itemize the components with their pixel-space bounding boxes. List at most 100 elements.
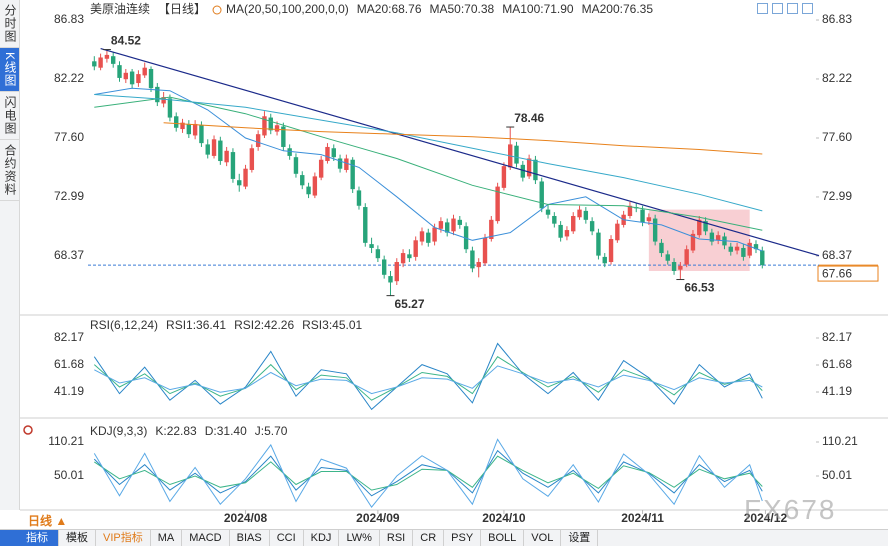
candle-body [608,239,614,263]
candle-body [268,117,273,131]
candle-body [438,221,444,229]
candle-body [640,209,645,223]
indicator-tab[interactable]: LW% [339,530,380,546]
candle-body [577,209,582,218]
toolbar-icon[interactable] [772,3,783,14]
candle-body [98,57,103,68]
period-label: 【日线】 [158,2,206,16]
indicator-tabs: 指标 模板 VIP指标 MA MACD BIAS CCI KDJ LW% RSI CR PSY BOLL… [0,529,888,546]
indicator-tab[interactable]: VIP指标 [96,530,151,546]
indicator-tab[interactable]: 指标 [0,530,59,546]
candle-body [665,254,670,261]
candle-body [400,253,406,264]
sidebar-item[interactable]: K线图 [0,48,19,93]
legend-entry: K:22.83 [155,424,197,438]
indicator-tab[interactable]: BIAS [230,530,270,546]
indicator-tab[interactable]: MA [151,530,183,546]
indicator-line [94,94,763,212]
indicator-tab[interactable]: VOL [524,530,562,546]
last-price-box [817,265,879,282]
candle-body [224,150,229,163]
indicator-tab[interactable]: RSI [380,530,414,546]
chart-title: RSI(6,12,24) [90,318,158,332]
watermark: FX678 [744,494,837,525]
indicator-tab[interactable]: BOLL [481,530,525,546]
candle-body [451,218,456,232]
toggle-icon [212,5,222,15]
candle-body [589,221,595,232]
candle-body [255,134,261,147]
indicator-tab[interactable]: CCI [270,530,304,546]
toolbar-icon[interactable] [757,3,768,14]
toolbar-icon[interactable] [787,3,798,14]
candle-body [552,215,557,224]
indicator-line [93,342,763,411]
sidebar-item[interactable]: 闪电图 [0,92,19,141]
candle-body [678,265,683,270]
candle-body [501,166,507,188]
candle-body [218,140,223,162]
indicator-tab[interactable]: MACD [182,530,230,546]
legend-entry: MA50:70.38 [430,2,495,16]
y-tick-label: 61.68 [54,357,84,371]
candle-body [281,126,286,147]
candle-body [356,190,362,206]
candle-body [684,249,689,265]
candle-body [476,262,481,268]
last-price-label: 67.66 [822,266,852,280]
settings-icon[interactable] [23,425,33,435]
legend-entry: MA100:71.90 [502,2,574,16]
y-tick-label: 86.83 [54,12,84,26]
candle-body [180,122,185,130]
candle-body [388,276,393,283]
candle-body [728,246,733,252]
indicator-tab[interactable]: KDJ [304,530,340,546]
y-tick-label: 68.37 [54,248,84,262]
indicator-tab[interactable]: 模板 [59,530,96,546]
indicator-line [94,365,763,395]
x-tick-label: 2024/08 [224,511,268,525]
candle-body [715,235,721,241]
candle-body [558,224,563,238]
x-tick-label: 2024/12 [744,511,788,525]
y-tick-label: 86.83 [822,12,852,26]
extreme-label: 66.53 [684,281,714,295]
candle-body [413,240,418,257]
candle-body [123,72,129,80]
candle-body [444,222,450,233]
candle-body [457,219,463,225]
candle-body [199,125,204,144]
candle-body [747,242,752,256]
candle-body [287,148,292,156]
candle-body [426,232,431,243]
sidebar-item[interactable]: 分时图 [0,0,19,48]
candle-body [419,231,425,242]
indicator-tab[interactable]: PSY [444,530,482,546]
extreme-label: 84.52 [111,34,141,48]
candle-body [533,159,538,181]
indicator-tab[interactable]: 设置 [561,530,599,546]
indicator-line [163,122,763,155]
candle-body [734,246,740,251]
indicator-line [94,455,763,491]
candle-body [539,181,544,209]
candle-body [375,249,381,259]
candle-body [192,123,198,136]
candle-body [155,86,160,103]
sidebar-item[interactable]: 合约资料 [0,140,19,202]
candle-body [230,152,236,179]
candle-body [306,186,311,195]
x-tick-label: 2024/09 [356,511,400,525]
period-button[interactable]: 日线 ▲ [28,514,68,528]
legend-entry: RSI1:36.41 [166,318,226,332]
indicator-tab[interactable]: CR [413,530,445,546]
candle-body [161,97,166,104]
toolbar-icon[interactable] [802,3,813,14]
legend-entry: MA200:76.35 [582,2,654,16]
candle-body [300,175,305,186]
legend-entry: J:5.70 [255,424,288,438]
candle-body [344,158,349,170]
candle-body [583,210,589,220]
candle-body [760,250,765,266]
